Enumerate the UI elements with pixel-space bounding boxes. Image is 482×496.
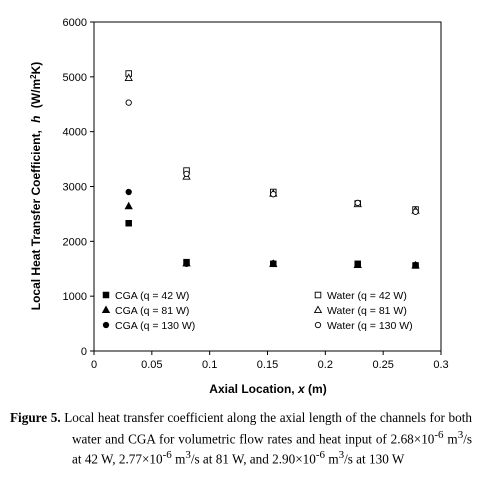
x-tick-label: 0.25 (372, 359, 393, 371)
data-point (124, 201, 133, 210)
legend-label: CGA (q = 81 W) (115, 305, 189, 317)
data-point (125, 99, 132, 106)
legend-marker (102, 291, 110, 299)
data-point (124, 73, 133, 81)
legend: CGA (q = 42 W) CGA (q = 81 W) CGA (q = 130… (101, 290, 413, 332)
y-axis-label: Local Heat Transfer Coefficient, h (W/m2… (29, 62, 44, 311)
x-tick-label: 0.05 (141, 359, 162, 371)
legend-entry: CGA (q = 130 W) (102, 320, 195, 332)
legend-entry: CGA (q = 81 W) (101, 305, 189, 317)
data-point (125, 188, 132, 196)
data-point (354, 261, 361, 268)
legend-marker (314, 291, 322, 299)
legend-marker (102, 321, 110, 329)
figure-label: Figure 5. (10, 410, 61, 425)
legend-marker (313, 305, 323, 314)
data-point (412, 208, 419, 215)
legend-label: Water (q = 42 W) (327, 290, 407, 302)
legend-entry: Water (q = 130 W) (314, 320, 413, 332)
legend-label: Water (q = 130 W) (327, 320, 413, 332)
y-tick-label: 3000 (63, 182, 87, 194)
legend-label: CGA (q = 42 W) (115, 290, 189, 302)
data-point (270, 260, 277, 267)
y-tick-label: 5000 (63, 72, 87, 84)
legend-marker (314, 321, 322, 329)
legend-entry: Water (q = 81 W) (313, 305, 407, 317)
data-point (354, 199, 361, 207)
x-tick-label: 0.3 (433, 359, 448, 371)
data-point (183, 170, 190, 178)
y-tick-label: 4000 (63, 127, 87, 139)
series-3 (125, 70, 419, 213)
y-tick-label: 1000 (63, 291, 87, 303)
data-point (412, 261, 419, 269)
legend-label: CGA (q = 130 W) (115, 320, 195, 332)
x-tick-label: 0.15 (257, 359, 278, 371)
chart: 0 0.05 0.1 0.15 0.2 0.25 0.3 0 1000 2000 3000 4000 5… (29, 17, 449, 396)
data-points (124, 70, 420, 269)
figure-caption: Figure 5. Local heat transfer coefficien… (10, 410, 472, 467)
x-tick-label: 0.2 (318, 359, 333, 371)
x-tick-label: 0.1 (202, 359, 217, 371)
data-point (125, 219, 132, 227)
y-tick-label: 0 (81, 346, 87, 358)
legend-marker (101, 305, 111, 314)
legend-entry: CGA (q = 42 W) (102, 290, 189, 302)
legend-entry: Water (q = 42 W) (314, 290, 407, 302)
series-1 (124, 201, 420, 269)
series-2 (125, 188, 419, 269)
y-tick-label: 6000 (63, 17, 87, 29)
ticks: 0 0.05 0.1 0.15 0.2 0.25 0.3 0 1000 2000 3000 4000 5… (63, 17, 449, 371)
series-5 (125, 99, 419, 215)
legend-label: Water (q = 81 W) (327, 305, 407, 317)
x-axis-label: Axial Location, x (m) (209, 382, 326, 396)
x-tick-label: 0 (91, 359, 97, 371)
y-tick-label: 2000 (63, 236, 87, 248)
data-point (183, 260, 190, 267)
data-point (270, 191, 277, 198)
